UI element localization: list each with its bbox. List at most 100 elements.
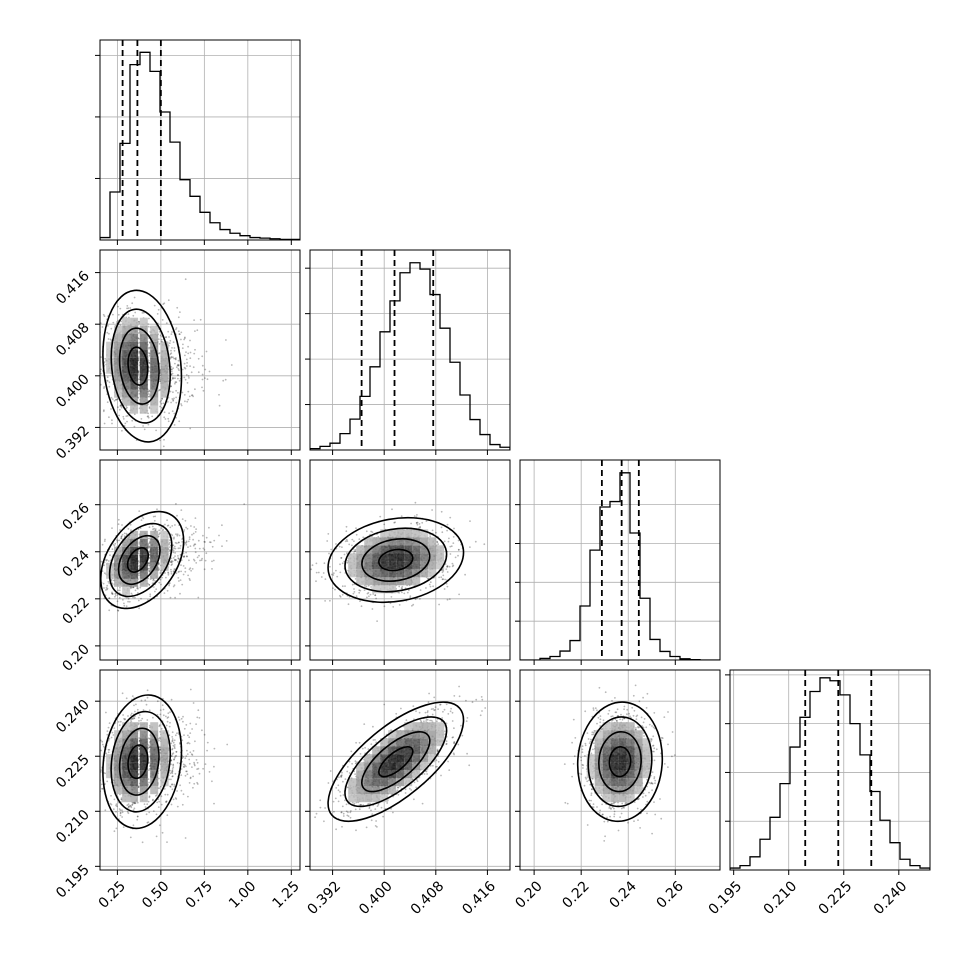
- density-cell: [160, 770, 169, 779]
- sample-point: [129, 804, 132, 807]
- sample-point: [188, 782, 191, 784]
- sample-point: [115, 811, 117, 813]
- sample-point: [174, 772, 177, 775]
- sample-point: [418, 527, 420, 529]
- sample-point: [103, 315, 106, 317]
- sample-point: [103, 361, 106, 363]
- sample-point: [110, 579, 113, 582]
- sample-point: [142, 311, 145, 314]
- sample-point: [94, 795, 96, 797]
- sample-point: [166, 720, 169, 723]
- sample-point: [125, 415, 128, 417]
- sample-point: [166, 589, 169, 592]
- sample-point: [180, 789, 183, 792]
- sample-point: [447, 540, 450, 543]
- sample-point: [159, 405, 161, 408]
- sample-point: [161, 397, 164, 400]
- sample-point: [148, 366, 151, 369]
- sample-point: [180, 338, 182, 341]
- sample-point: [158, 787, 161, 790]
- sample-point: [141, 717, 144, 720]
- sample-point: [174, 558, 177, 561]
- sample-point: [188, 559, 190, 562]
- sample-point: [162, 714, 165, 717]
- sample-point: [173, 536, 175, 539]
- density-cell: [160, 389, 169, 398]
- density-cell: [160, 365, 169, 374]
- sample-point: [108, 737, 111, 740]
- sample-point: [126, 811, 129, 813]
- sample-point: [122, 415, 125, 418]
- sample-point: [100, 560, 103, 563]
- sample-point: [205, 552, 208, 555]
- sample-point: [171, 788, 174, 791]
- sample-point: [188, 742, 191, 745]
- sample-point: [341, 593, 344, 596]
- density-cell: [160, 341, 169, 350]
- density-cell: [106, 349, 115, 358]
- density-cell: [122, 754, 131, 763]
- sample-point: [197, 767, 200, 770]
- sample-point: [203, 733, 206, 736]
- sample-point: [156, 508, 158, 511]
- sample-point: [170, 352, 173, 355]
- sample-point: [186, 753, 189, 755]
- density-cell: [160, 562, 169, 571]
- sample-point: [127, 528, 130, 530]
- sample-point: [111, 592, 113, 595]
- sample-point: [133, 413, 136, 416]
- sample-point: [96, 380, 98, 382]
- sample-point: [366, 596, 368, 599]
- sample-point: [138, 768, 140, 771]
- sample-point: [122, 418, 125, 420]
- sample-point: [187, 540, 190, 543]
- sample-point: [174, 797, 177, 799]
- sample-point: [135, 703, 137, 706]
- sample-point: [108, 609, 111, 612]
- density-cell: [160, 373, 169, 382]
- density-cell: [130, 754, 139, 763]
- sample-point: [163, 788, 166, 790]
- sample-point: [177, 560, 179, 563]
- sample-point: [160, 583, 162, 586]
- sample-point: [96, 780, 98, 782]
- sample-point: [154, 528, 157, 530]
- sample-point: [171, 347, 173, 349]
- density-cell: [130, 333, 139, 342]
- sample-point: [196, 716, 199, 719]
- sample-point: [113, 544, 116, 547]
- density-cell: [150, 570, 159, 579]
- sample-point: [171, 738, 174, 740]
- sample-point: [173, 397, 175, 400]
- sample-point: [171, 560, 174, 563]
- sample-point: [177, 541, 180, 544]
- sample-point: [195, 759, 198, 761]
- density-cell: [130, 538, 139, 547]
- sample-point: [147, 415, 150, 417]
- sample-point: [147, 547, 150, 549]
- sample-point: [225, 540, 228, 542]
- sample-point: [409, 595, 412, 597]
- density-cell: [114, 570, 123, 579]
- sample-point: [138, 352, 141, 355]
- density-cell: [139, 341, 148, 350]
- sample-point: [201, 364, 204, 367]
- sample-point: [177, 571, 180, 573]
- sample-point: [142, 709, 145, 711]
- sample-point: [152, 528, 154, 531]
- sample-point: [136, 708, 139, 711]
- sample-point: [400, 515, 403, 518]
- sample-point: [169, 721, 171, 724]
- sample-point: [179, 311, 181, 313]
- sample-point: [172, 391, 174, 394]
- sample-point: [158, 800, 161, 803]
- sample-point: [171, 736, 174, 738]
- sample-point: [170, 755, 173, 758]
- sample-point: [148, 741, 151, 743]
- sample-point: [168, 725, 171, 728]
- density-cell: [160, 381, 169, 390]
- sample-point: [148, 545, 150, 548]
- sample-point: [190, 753, 193, 756]
- sample-point: [189, 776, 192, 779]
- sample-point: [179, 544, 182, 547]
